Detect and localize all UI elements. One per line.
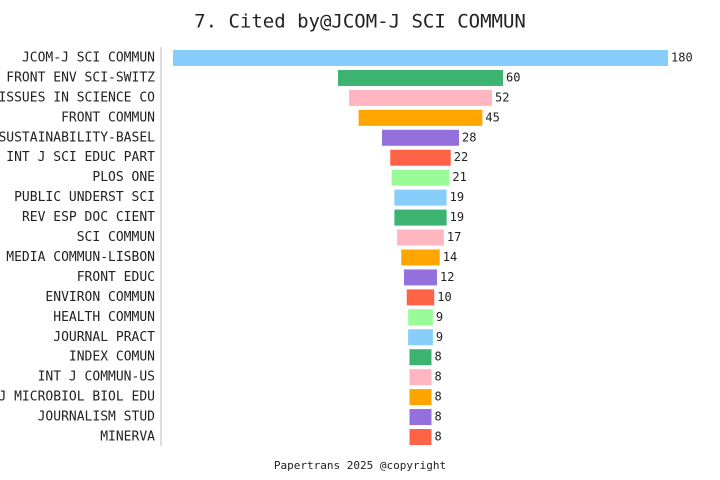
bar [408, 329, 433, 346]
value-label: 22 [454, 150, 468, 164]
category-label: INDEX COMUN [69, 350, 155, 365]
category-label: MEDIA COMMUN-LISBON [6, 250, 155, 265]
bar [394, 189, 447, 206]
bar [409, 409, 432, 426]
category-label: INT J SCI EDUC PART [6, 150, 155, 165]
bar [391, 169, 450, 186]
value-label: 8 [435, 350, 442, 364]
category-label: PUBLIC UNDERST SCI [14, 190, 155, 205]
value-label: 10 [437, 290, 451, 304]
value-label: 52 [495, 90, 509, 104]
value-label: 19 [450, 190, 464, 204]
bar [408, 309, 433, 326]
value-label: 8 [435, 410, 442, 424]
category-label: HEALTH COMMUN [53, 310, 155, 325]
category-label: FRONT ENV SCI-SWITZ [6, 70, 155, 85]
category-label: ENVIRON COMMUN [45, 290, 155, 305]
value-label: 45 [485, 110, 499, 124]
bar [358, 109, 483, 126]
category-label: REV ESP DOC CIENT [22, 210, 155, 225]
bar [349, 89, 492, 106]
value-label: 8 [435, 370, 442, 384]
value-label: 14 [443, 250, 457, 264]
category-label: FRONT EDUC [77, 270, 155, 285]
value-label: 9 [436, 330, 443, 344]
bar [397, 229, 444, 246]
bar [404, 269, 437, 286]
category-label: INT J COMMUN-US [38, 370, 155, 385]
bar [382, 129, 459, 146]
category-label: FRONT COMMUN [61, 110, 155, 125]
bar [394, 209, 447, 226]
bar [409, 429, 432, 445]
value-label: 21 [452, 170, 466, 184]
bar [338, 69, 503, 86]
value-label: 17 [447, 230, 461, 244]
category-label: PLOS ONE [92, 170, 155, 185]
bar [409, 389, 432, 406]
category-label: JOURNALISM STUD [38, 410, 156, 425]
category-label: J MICROBIOL BIOL EDU [0, 390, 155, 405]
bar [409, 349, 432, 366]
category-label: SCI COMMUN [77, 230, 155, 245]
bar [406, 289, 435, 306]
category-label: MINERVA [100, 430, 155, 445]
category-label: JOURNAL PRACT [53, 330, 155, 345]
value-label: 28 [462, 130, 476, 144]
value-label: 8 [435, 390, 442, 404]
bar [173, 50, 668, 66]
category-label: ISSUES IN SCIENCE CO [0, 90, 155, 105]
category-label: SUSTAINABILITY-BASEL [0, 130, 155, 145]
bar [409, 369, 432, 386]
bar [401, 249, 440, 266]
bar [390, 149, 451, 166]
value-label: 180 [671, 51, 693, 65]
value-label: 19 [450, 210, 464, 224]
value-label: 9 [436, 310, 443, 324]
footer: Papertrans 2025 @copyright [274, 459, 446, 472]
value-label: 12 [440, 270, 454, 284]
chart-title: 7. Cited by@JCOM-J SCI COMMUN [194, 11, 526, 33]
category-label: JCOM-J SCI COMMUN [22, 51, 155, 66]
value-label: 60 [506, 70, 520, 84]
value-label: 8 [435, 430, 442, 444]
